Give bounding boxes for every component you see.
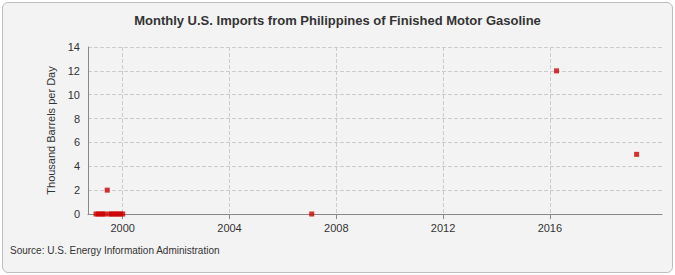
svg-text:14: 14 [68,41,80,53]
svg-text:0: 0 [74,208,80,220]
svg-text:Source: U.S. Energy Informatio: Source: U.S. Energy Information Administ… [10,245,220,256]
svg-text:2000: 2000 [110,222,134,234]
svg-text:Thousand Barrels per Day: Thousand Barrels per Day [45,66,57,195]
svg-text:2012: 2012 [431,222,455,234]
svg-text:2: 2 [74,184,80,196]
svg-text:4: 4 [74,160,80,172]
svg-text:8: 8 [74,113,80,125]
svg-text:Monthly U.S. Imports from Phil: Monthly U.S. Imports from Philippines of… [134,13,541,28]
svg-text:2008: 2008 [324,222,348,234]
svg-text:10: 10 [68,89,80,101]
svg-text:6: 6 [74,136,80,148]
svg-text:2004: 2004 [217,222,241,234]
svg-text:12: 12 [68,65,80,77]
svg-text:2016: 2016 [538,222,562,234]
